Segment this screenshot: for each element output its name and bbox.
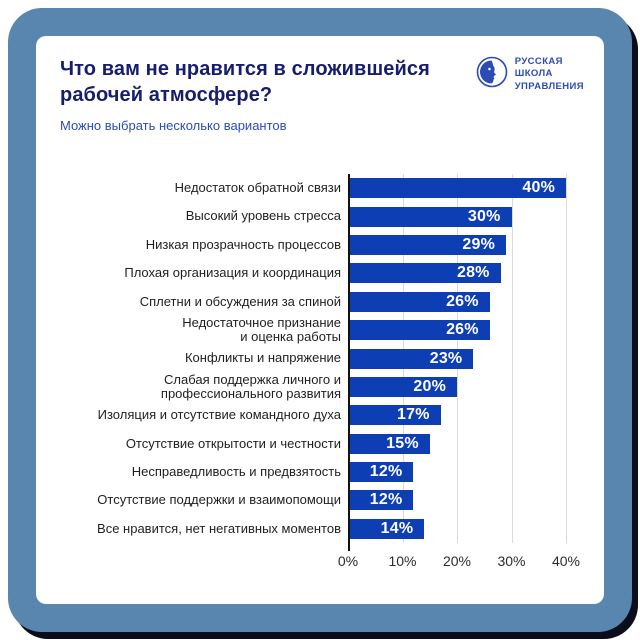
bar: 12%: [348, 490, 414, 511]
x-axis: 0% 10% 20% 30% 40%: [338, 543, 598, 570]
bar-row: 26%: [348, 316, 598, 344]
bar-value-label: 26%: [446, 321, 479, 339]
logo-face-icon: [476, 56, 508, 93]
bar: 17%: [348, 405, 441, 426]
category-label: Недостаточное признание и оценка работы: [182, 314, 341, 345]
y-axis-line: [348, 174, 350, 552]
x-tick-label: 20%: [442, 553, 472, 570]
x-tick-label: 10%: [388, 553, 417, 570]
category-label: Недостаток обратной связи: [174, 180, 341, 196]
bar-value-label: 29%: [462, 235, 496, 253]
bar-row: 26%: [348, 288, 598, 316]
bar: 30%: [348, 206, 512, 227]
brand-logo: РУССКАЯ ШКОЛА УПРАВЛЕНИЯ: [476, 56, 584, 93]
bar-row: 40%: [348, 174, 598, 202]
bar-row: 12%: [348, 458, 598, 486]
bar: 14%: [348, 518, 425, 539]
bar-chart: Недостаток обратной связи Высокий уровень…: [36, 174, 604, 569]
bar: 26%: [348, 291, 490, 312]
page-title: Что вам не нравится в сложившейся рабоче…: [60, 58, 430, 107]
logo-line-2: ШКОЛА: [514, 68, 553, 80]
bar-row: 28%: [348, 259, 598, 287]
category-label: Конфликты и напряжение: [184, 350, 341, 366]
category-label: Высокий уровень стресса: [185, 208, 341, 224]
bar-row: 14%: [348, 515, 598, 543]
bar-row: 23%: [348, 344, 598, 372]
bar-value-label: 28%: [456, 264, 490, 282]
x-tick-label: 0%: [337, 553, 359, 570]
category-label: Отсутствие открытости и честности: [125, 435, 341, 451]
plot-area: 40% 30% 29% 28% 26% 26% 23% 20% 17% 15% 12% 12% 14% 0…: [338, 174, 598, 569]
category-label: Слабая поддержка личного и профессиональ…: [160, 371, 341, 401]
bar-row: 12%: [348, 486, 598, 514]
bar-value-label: 17%: [397, 406, 430, 424]
category-label: Отсутствие поддержки и взаимопомощи: [97, 492, 341, 508]
bar-row: 29%: [348, 231, 598, 259]
bar: 15%: [348, 433, 430, 454]
bar-value-label: 23%: [429, 349, 463, 367]
category-label: Сплетни и обсуждения за спиной: [139, 293, 341, 309]
category-label: Несправедливость и предвзятость: [131, 463, 341, 479]
bar-row: 30%: [348, 202, 598, 230]
x-tick-label: 40%: [551, 553, 581, 570]
category-label: Все нравится, нет негативных моментов: [97, 520, 341, 536]
bar-value-label: 30%: [467, 207, 501, 225]
category-label: Плохая организация и координация: [124, 265, 341, 281]
bar-value-label: 26%: [446, 292, 479, 310]
bar: 12%: [348, 462, 414, 483]
card-frame: Что вам не нравится в сложившейся рабоче…: [8, 8, 632, 632]
logo-line-1: РУССКАЯ: [514, 56, 563, 67]
card-body: Что вам не нравится в сложившейся рабоче…: [36, 36, 604, 604]
bar: 23%: [348, 348, 474, 369]
category-labels-column: Недостаток обратной связи Высокий уровень…: [36, 174, 348, 543]
category-label: Низкая прозрачность процессов: [145, 236, 341, 252]
bar-value-label: 15%: [386, 434, 419, 452]
bar: 29%: [348, 234, 507, 255]
bar-value-label: 40%: [522, 179, 555, 197]
category-label: Изоляция и отсутствие командного духа: [97, 407, 341, 423]
bar-value-label: 20%: [413, 377, 446, 395]
bar: 20%: [348, 376, 457, 397]
bar: 26%: [348, 320, 490, 341]
bar-value-label: 12%: [369, 463, 403, 481]
bar: 28%: [348, 263, 501, 284]
gridline: [511, 174, 513, 544]
header: Что вам не нравится в сложившейся рабоче…: [60, 56, 580, 133]
logo-line-3: УПРАВЛЕНИЯ: [514, 80, 584, 92]
bar: 40%: [348, 178, 566, 199]
logo-text: РУССКАЯ ШКОЛА УПРАВЛЕНИЯ: [515, 56, 584, 93]
bar-row: 15%: [348, 430, 598, 458]
bar-row: 20%: [348, 373, 598, 401]
page-subtitle: Можно выбрать несколько вариантов: [60, 117, 287, 133]
gridline: [566, 174, 567, 544]
bar-value-label: 14%: [380, 519, 414, 537]
bar-row: 17%: [348, 401, 598, 429]
x-tick-label: 30%: [497, 553, 526, 570]
bar-value-label: 12%: [369, 491, 403, 509]
